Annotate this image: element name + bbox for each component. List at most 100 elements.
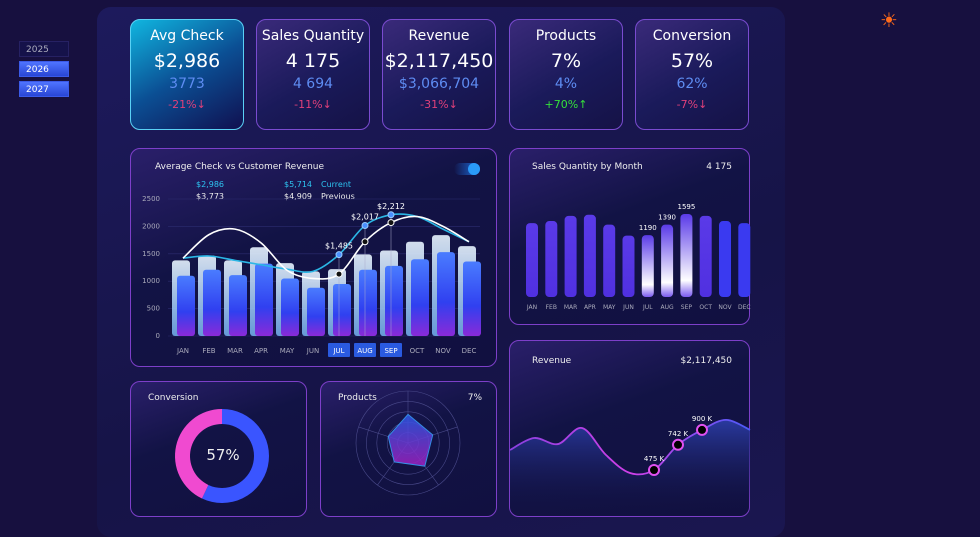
donut-slice [174,409,222,499]
data-label: 475 K [644,455,665,463]
x-tick-label: MAR [564,304,577,311]
month-highlight [354,343,376,357]
month-highlight [380,343,402,357]
x-tick-label: AUG [661,304,674,311]
bar-front [463,261,481,336]
sales-bar [545,221,558,297]
x-tick-label: JUN [306,347,319,355]
kpi-value: 57% [670,50,714,72]
sun-icon[interactable]: ☀ [880,8,898,32]
kpi-value: $2,117,450 [384,50,494,72]
sales-bar [564,215,577,297]
kpi-card[interactable]: Products 7% 4% +70%↑ [509,19,623,130]
previous-point [361,238,369,246]
chart-total: $2,117,450 [680,356,732,366]
sales-bar [738,223,751,297]
x-tick-label: SEP [384,347,397,355]
line-previous [182,215,470,280]
x-tick-label: NOV [718,304,732,311]
chart-title: Revenue [532,356,572,366]
kpi-previous: 4% [554,76,578,92]
chart-title: Sales Quantity by Month [532,162,643,172]
kpi-title: Sales Quantity [261,28,365,44]
year-2027[interactable]: 2027 [19,81,69,97]
x-tick-label: FEB [202,347,215,355]
data-label: $2,212 [377,202,405,211]
legend-previous-check: $3,773 [196,192,224,201]
current-point [335,251,343,259]
current-point [361,221,369,229]
data-label: $1,485 [325,242,353,251]
sales-bar [661,224,674,297]
year-2026[interactable]: 2026 [19,61,69,77]
sales-bar [719,221,731,297]
kpi-change: -7%↓ [676,98,708,111]
kpi-title: Revenue [408,28,470,44]
y-tick-label: 1500 [142,250,160,258]
month-highlight [328,343,350,357]
x-tick-label: APR [584,304,596,311]
x-tick-label: JUL [642,304,653,311]
bar-front [255,263,273,336]
y-tick-label: 2500 [142,195,160,203]
kpi-previous: 4 694 [292,76,334,92]
sales-bar [583,214,596,297]
revenue-point [648,464,660,476]
x-tick-label: DEC [462,347,477,355]
bar-front [437,252,455,336]
data-label: 1390 [658,214,676,222]
revenue-point [696,423,708,436]
chart-title: Average Check vs Customer Revenue [155,162,325,172]
chart-total: 4 175 [706,162,732,172]
sales-bar [641,235,654,297]
chart-title: Conversion [148,393,199,403]
revenue-line [509,419,751,476]
revenue-area [510,419,750,516]
y-tick-label: 500 [147,305,160,313]
kpi-change: -21%↓ [168,98,206,111]
kpi-change: -31%↓ [420,98,458,111]
current-point [387,211,395,219]
kpi-title: Avg Check [150,28,224,44]
kpi-value: 7% [550,50,582,72]
data-label: $2,017 [351,212,379,221]
kpi-card[interactable]: Conversion 57% 62% -7%↓ [635,19,749,130]
legend-previous-label: Previous [321,192,355,201]
year-slicer: 2025 2026 2027 [19,41,69,101]
x-tick-label: JAN [176,347,189,355]
year-2025[interactable]: 2025 [19,41,69,57]
bar-front [229,275,247,336]
kpi-value: $2,986 [153,50,221,72]
toggle-switch[interactable] [454,163,480,175]
kpi-card[interactable]: Sales Quantity 4 175 4 694 -11%↓ [256,19,370,130]
x-tick-label: JUN [622,304,634,311]
x-tick-label: DEC [738,304,751,311]
donut-center-value: 57% [206,446,240,464]
x-tick-label: JUL [332,347,344,355]
data-label: 1595 [677,203,695,211]
sales-bar [622,235,635,297]
y-tick-label: 1000 [142,277,160,285]
kpi-card[interactable]: Avg Check $2,986 3773 -21%↓ [130,19,244,130]
x-tick-label: MAR [227,347,243,355]
previous-point [335,270,343,278]
x-tick-label: MAY [603,304,616,311]
y-tick-label: 2000 [142,222,160,230]
legend-current-label: Current [321,180,352,189]
bar-front [281,278,299,336]
radar-shape [387,413,434,467]
bar-front [385,265,403,336]
legend-current-check: $2,986 [196,180,224,189]
bar-front [333,283,351,336]
kpi-value: 4 175 [285,50,341,72]
kpi-previous: 62% [676,76,708,92]
bar-front [307,287,325,336]
kpi-title: Conversion [652,28,732,44]
kpi-previous: $3,066,704 [398,76,480,92]
sales-bar [699,215,712,297]
legend-current-rev: $5,714 [284,180,312,189]
data-label: 1190 [639,224,657,232]
kpi-card[interactable]: Revenue $2,117,450 $3,066,704 -31%↓ [382,19,496,130]
chart-title: Products [338,393,377,403]
data-label: 900 K [692,415,713,423]
